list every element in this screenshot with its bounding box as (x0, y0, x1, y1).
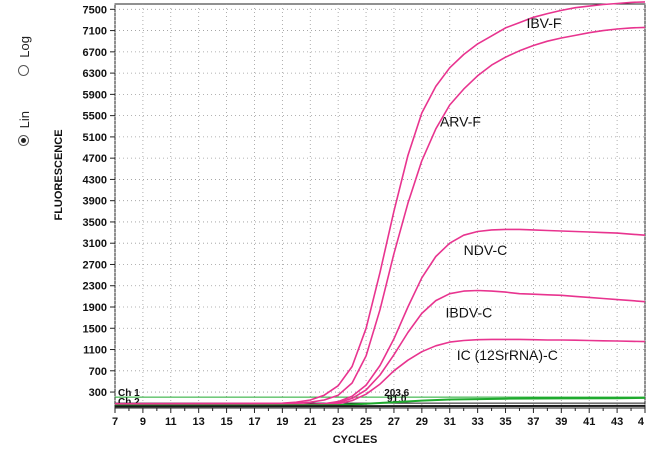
x-tick-label: 21 (304, 416, 316, 428)
x-axis: 7 9 11 13 15 17 19 21 23 25 27 29 31 33 35 37 39 41 43 4 (112, 408, 646, 428)
y-tick-label: 7500 (83, 4, 107, 16)
x-axis-title: CYCLES (333, 434, 378, 446)
lin-radio-circle[interactable] (18, 135, 29, 146)
log-radio-circle[interactable] (18, 65, 29, 76)
series-annotation: IBDV-C (446, 305, 493, 321)
x-tick-label: 37 (527, 416, 539, 428)
y-tick-label: 5900 (83, 89, 107, 101)
series-annotations: IBV-F ARV-F NDV-C IBDV-C IC (12SrRNA)-C (440, 15, 561, 363)
series-annotation: NDV-C (464, 242, 508, 258)
y-tick-label: 700 (89, 366, 107, 378)
threshold-label: 203.6 (384, 388, 409, 399)
plot-area (114, 3, 646, 409)
threshold-label: 91.0 (387, 394, 407, 405)
series-lines (114, 1, 646, 408)
series-annotation: IC (12SrRNA)-C (457, 347, 558, 363)
y-tick-label: 6700 (83, 47, 107, 59)
x-tick-label: 31 (444, 416, 456, 428)
x-tick-label: 29 (416, 416, 428, 428)
x-tick-label: 35 (499, 416, 511, 428)
series-annotation: IBV-F (526, 15, 561, 31)
series-annotation: ARV-F (440, 113, 481, 129)
y-tick-label: 4700 (83, 153, 107, 165)
x-tick-label: 11 (165, 416, 177, 428)
y-tick-label: 1500 (83, 323, 107, 335)
x-tick-label: 33 (472, 416, 484, 428)
y-axis-title: FLUORESCENCE (53, 129, 65, 220)
x-tick-label: 27 (388, 416, 400, 428)
x-tick-label: 23 (332, 416, 344, 428)
y-tick-label: 5100 (83, 132, 107, 144)
channel-label: Ch 1 (118, 388, 140, 399)
series-line[interactable] (114, 1, 646, 405)
y-tick-label: 4300 (83, 174, 107, 186)
x-tick-label: 15 (220, 416, 232, 428)
lin-scale-radio[interactable]: Lin (16, 76, 40, 146)
y-tick-label: 1100 (83, 345, 107, 357)
x-tick-label: 17 (248, 416, 260, 428)
y-tick-label: 3100 (83, 238, 107, 250)
y-tick-label: 300 (89, 387, 107, 399)
y-tick-label: 2300 (83, 281, 107, 293)
scale-selector: Log Lin (0, 0, 50, 454)
y-tick-label: 5500 (83, 111, 107, 123)
y-tick-label: 3500 (83, 217, 107, 229)
x-tick-label: 43 (611, 416, 623, 428)
x-tick-label: 19 (276, 416, 288, 428)
series-line[interactable] (114, 404, 646, 408)
y-tick-label: 2700 (83, 259, 107, 271)
x-tick-label: 9 (140, 416, 146, 428)
y-tick-label: 7100 (83, 26, 107, 38)
x-tick-label: 25 (360, 416, 372, 428)
x-tick-label: 4 (638, 416, 645, 428)
x-tick-label: 39 (555, 416, 567, 428)
x-tick-label: 13 (193, 416, 205, 428)
series-line[interactable] (114, 26, 646, 406)
x-tick-label: 7 (112, 416, 118, 428)
series-line[interactable] (114, 289, 646, 406)
y-axis: 300 700 1100 1500 1900 2300 2700 3100 3500 3900 43… (83, 4, 115, 399)
log-scale-radio[interactable]: Log (16, 6, 40, 76)
series-line[interactable] (114, 338, 646, 407)
series-line[interactable] (114, 228, 646, 406)
y-tick-label: 6300 (83, 68, 107, 80)
y-tick-label: 3900 (83, 196, 107, 208)
channel-label: Ch 2 (118, 397, 140, 408)
y-tick-label: 1900 (83, 302, 107, 314)
x-tick-label: 41 (583, 416, 595, 428)
